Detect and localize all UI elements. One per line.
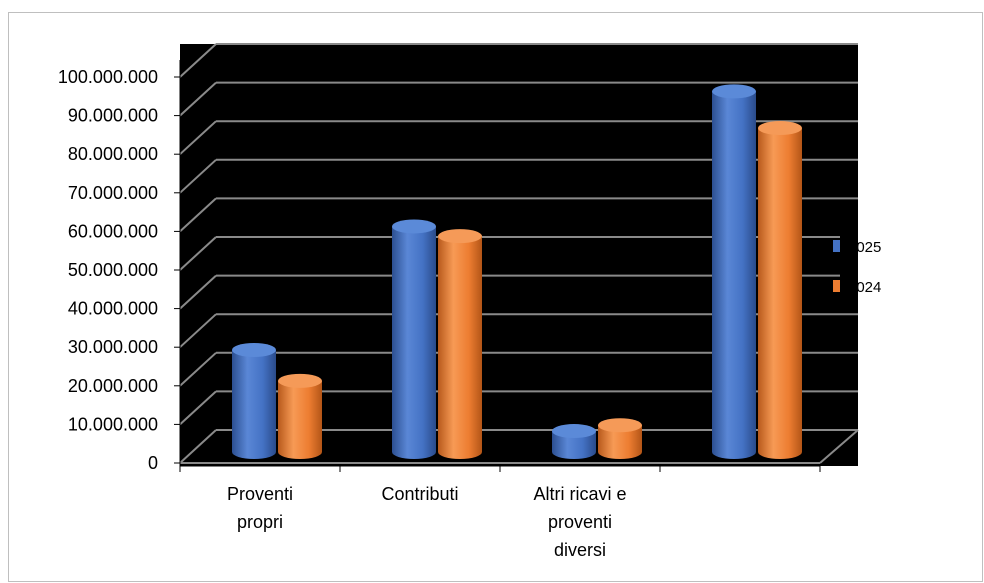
y-tick-label: 70.000.000: [68, 183, 158, 203]
bar: [552, 424, 596, 459]
bar: [438, 229, 482, 459]
bar: [712, 84, 756, 460]
bar-body: [598, 425, 642, 459]
x-category-label: Proventi propri: [227, 484, 293, 532]
bar-body: [552, 431, 596, 459]
gridline-side: [179, 236, 217, 271]
gridline-side: [179, 352, 217, 387]
x-category-label: Altri ricavi e proventi diversi: [533, 484, 626, 560]
y-axis-ticks: 0 10.000.000 20.000.000 30.000.000 40.000.00…: [58, 60, 821, 473]
bar-body: [392, 226, 436, 459]
bar-top: [598, 418, 642, 433]
bar-top: [278, 373, 322, 388]
bar: [598, 418, 642, 459]
x-category-label: Contributi: [381, 484, 458, 504]
gridline-side: [179, 81, 217, 117]
y-tick-label: 10.000.000: [68, 414, 158, 434]
gridline-side: [179, 313, 217, 348]
bar-top: [438, 229, 482, 244]
bar: [278, 373, 322, 459]
gridline-side: [179, 159, 217, 194]
y-tick-label: 80.000.000: [68, 144, 158, 164]
y-tick-label: 20.000.000: [68, 376, 158, 396]
bar-body: [438, 236, 482, 459]
bar-body: [758, 128, 802, 460]
y-tick-label: 50.000.000: [68, 260, 158, 280]
bar-body: [278, 380, 322, 459]
y-tick-label: 60.000.000: [68, 221, 158, 241]
y-tick-label: 100.000.000: [58, 67, 158, 87]
gridline-side: [179, 43, 217, 78]
bar: [392, 219, 436, 459]
x-axis-labels: Proventi propri Contributi Altri ricavi e pr…: [227, 484, 627, 560]
y-tick-label: 30.000.000: [68, 337, 158, 357]
gridline-side: [179, 274, 217, 310]
gridline-side: [179, 429, 217, 464]
gridline-side: [179, 120, 217, 155]
floor-right-edge: [819, 429, 859, 464]
legend-overlap: [840, 230, 858, 300]
gridline-side: [179, 197, 217, 233]
bars: [232, 84, 802, 460]
bar: [758, 121, 802, 460]
bar-top: [552, 424, 596, 439]
y-tick-label: 40.000.000: [68, 299, 158, 319]
bar-top: [392, 219, 436, 234]
bar-body: [712, 91, 756, 460]
bar: [232, 342, 276, 459]
bar-top: [712, 84, 756, 99]
bar-body: [232, 349, 276, 459]
bar-top: [232, 342, 276, 357]
gridline-side: [179, 390, 217, 426]
y-tick-label: 90.000.000: [68, 106, 158, 126]
y-tick-label: 0: [148, 453, 158, 473]
bar-top: [758, 121, 802, 136]
